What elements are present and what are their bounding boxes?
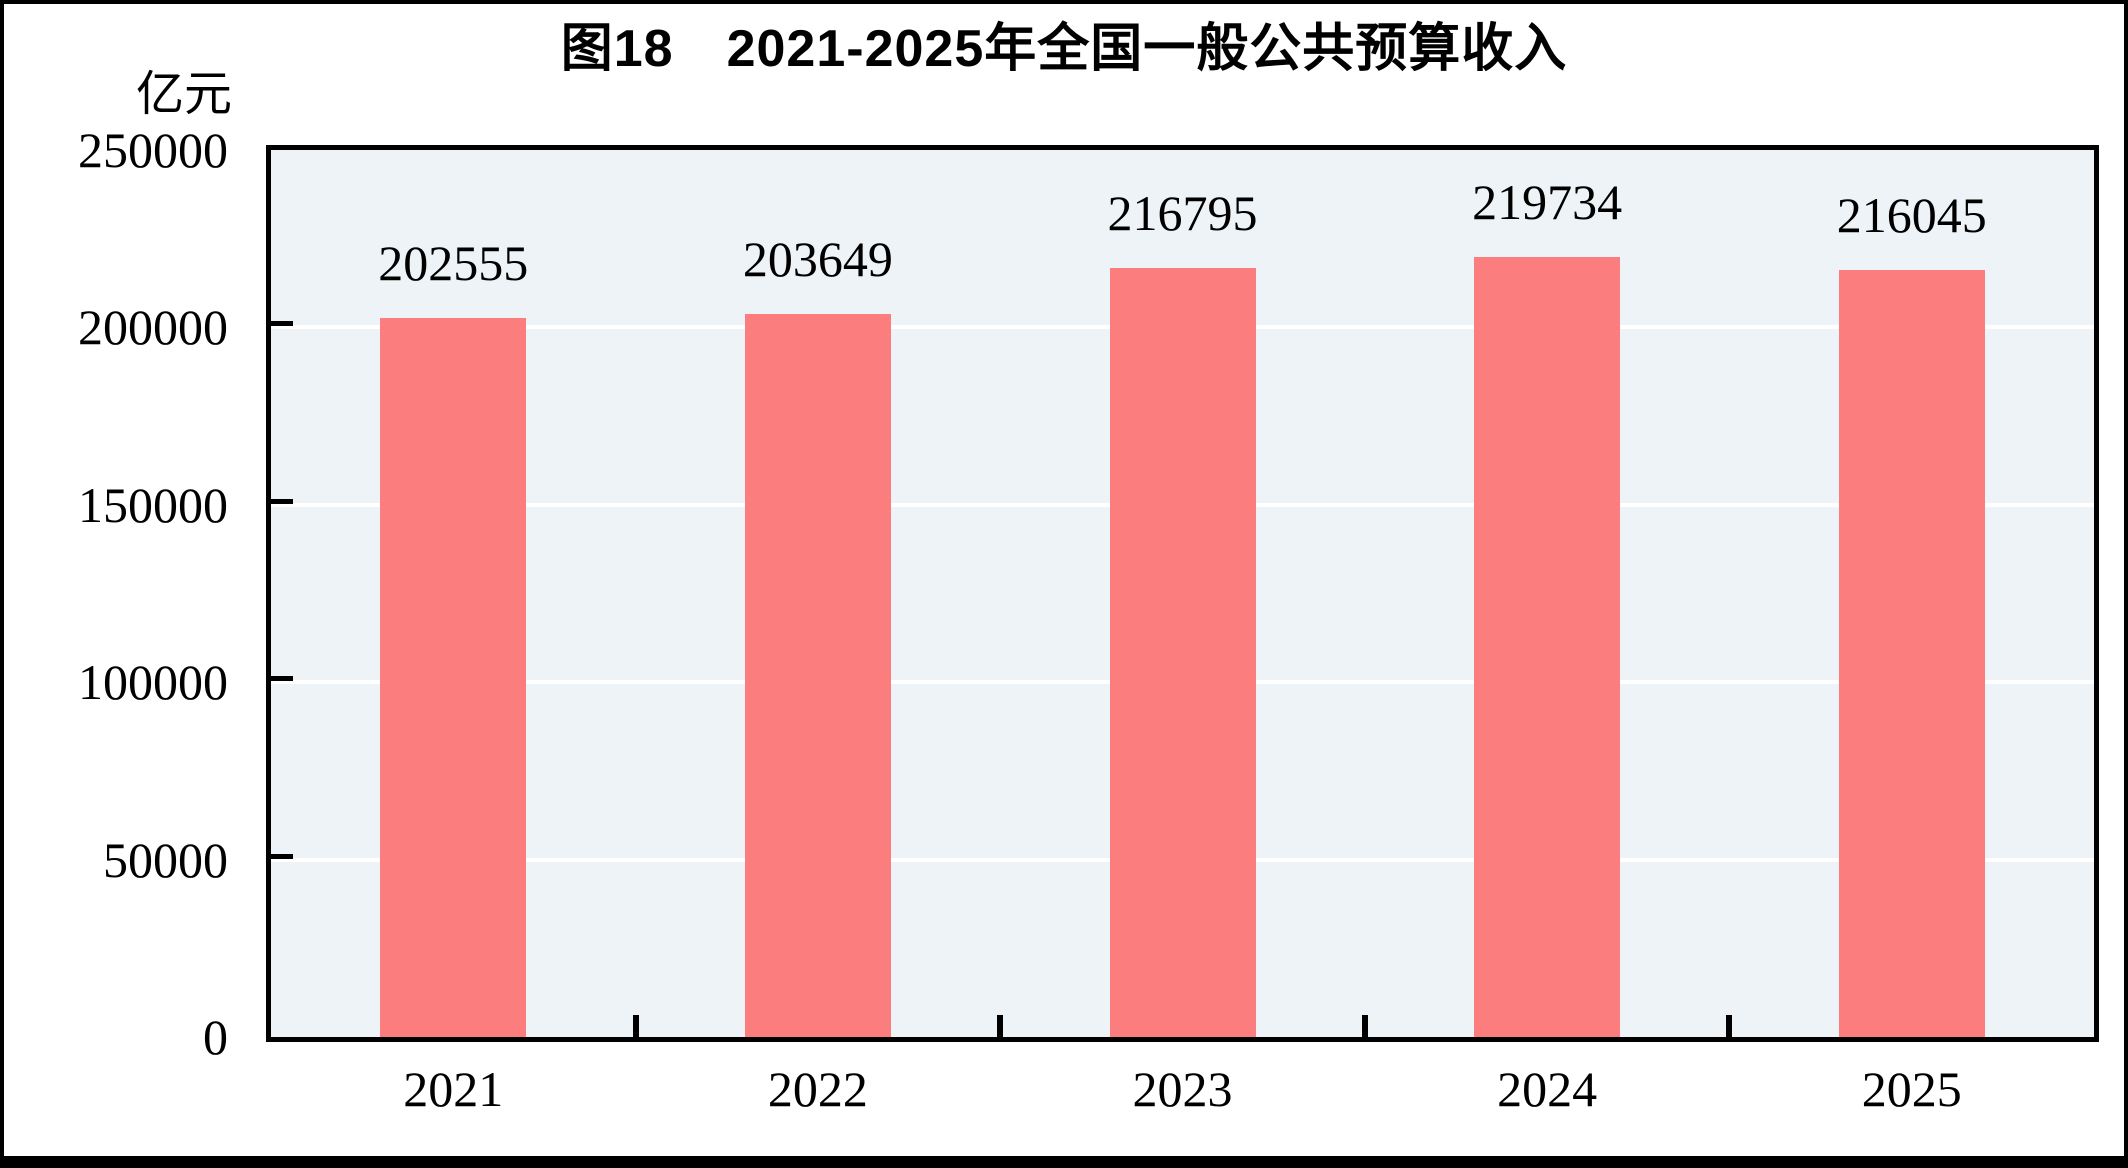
y-axis-tick-label: 100000	[78, 654, 228, 711]
x-tick-mark	[997, 1015, 1004, 1037]
bar-2021	[380, 318, 527, 1037]
bar-2022	[744, 314, 891, 1037]
x-axis-category-label: 2022	[767, 1061, 868, 1117]
bar-value-label: 216045	[1836, 187, 1987, 243]
bar-value-label: 202555	[378, 235, 529, 291]
bar-value-label: 216795	[1107, 185, 1258, 241]
y-axis-tick-label: 250000	[78, 122, 228, 178]
x-axis-category-label: 2023	[1132, 1061, 1233, 1117]
bar-2023	[1109, 268, 1256, 1037]
x-axis-category-label: 2021	[403, 1061, 504, 1117]
y-axis-tick-label: 0	[203, 1009, 228, 1065]
x-axis-category-label: 2025	[1861, 1061, 1962, 1117]
bar-value-label: 203649	[742, 231, 893, 287]
chart-stage: 图18 2021-2025年全国一般公共预算收入 亿元 202555 203649…	[4, 4, 2124, 1156]
plot-area: 202555 203649 216795 219734 216045	[266, 145, 2099, 1042]
x-tick-mark	[1726, 1015, 1733, 1037]
y-axis-tick-label: 50000	[103, 831, 228, 888]
y-tick-mark	[271, 321, 293, 327]
x-tick-mark	[1361, 1015, 1368, 1037]
y-tick-mark	[271, 853, 293, 859]
bar-value-label: 219734	[1472, 174, 1623, 230]
y-axis-tick-label: 150000	[78, 476, 228, 533]
y-axis-tick-label: 200000	[78, 299, 228, 356]
bar-2025	[1838, 270, 1985, 1037]
x-tick-mark	[632, 1015, 639, 1037]
chart-title: 图18 2021-2025年全国一般公共预算收入	[560, 20, 1568, 78]
y-tick-mark	[271, 498, 293, 504]
bar-2024	[1474, 257, 1621, 1037]
plot-inner: 202555 203649 216795 219734 216045	[271, 150, 2094, 1037]
y-axis-unit-label: 亿元	[135, 68, 232, 121]
x-axis-category-label: 2024	[1497, 1061, 1598, 1117]
y-tick-mark	[271, 676, 293, 682]
